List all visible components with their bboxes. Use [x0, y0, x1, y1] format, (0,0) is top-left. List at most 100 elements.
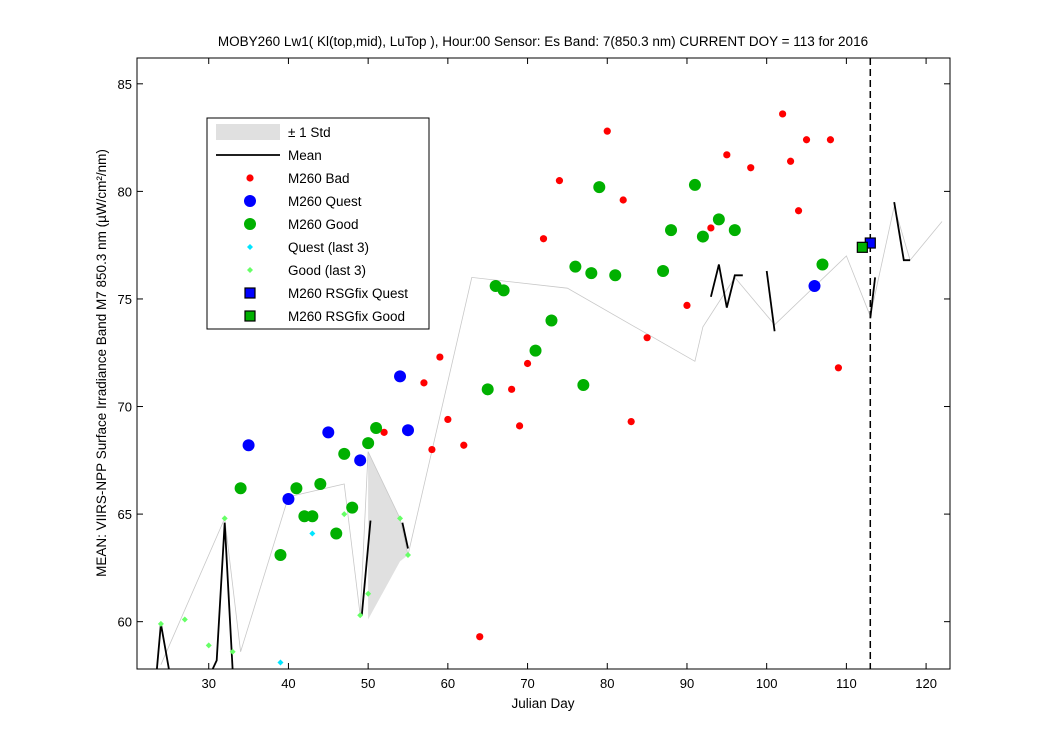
m260-bad-point: [523, 359, 532, 368]
m260-bad-point: [476, 633, 484, 641]
y-tick-label: 75: [118, 292, 132, 307]
m260-good-point: [529, 344, 542, 357]
m260-bad-point: [707, 224, 715, 232]
good-last-3-point: [397, 515, 404, 522]
y-tick-label: 65: [118, 507, 132, 522]
m260-bad-point: [508, 385, 516, 393]
legend-swatch-1-std: [216, 124, 280, 140]
m260-bad-point: [515, 422, 524, 430]
m260-good-point: [585, 267, 598, 280]
m260-good-point: [290, 482, 303, 495]
m260-good-point: [346, 501, 359, 514]
m260-good-point: [497, 284, 510, 297]
m260-quest-point: [808, 280, 821, 293]
good-last-3-point: [221, 515, 228, 522]
std-band-layer: [368, 451, 408, 620]
x-tick-label: 60: [441, 676, 455, 691]
good-last-3-point: [229, 648, 236, 655]
tick-layer: 30 40 50 60 70 80 90 100 110 120 60 65 70 75 80 85: [118, 58, 950, 691]
mean-line-segment: [360, 520, 372, 616]
legend-box: [206, 117, 430, 330]
x-tick-label: 70: [520, 676, 534, 691]
m260-bad-point: [627, 417, 635, 426]
x-tick-label: 50: [361, 676, 375, 691]
m260-good-point: [314, 477, 327, 490]
m260-good-point: [665, 224, 678, 237]
x-tick-label: 100: [756, 676, 778, 691]
m260-good-point: [330, 527, 343, 540]
m260-bad-point: [539, 235, 548, 243]
m260-good-point: [816, 258, 829, 271]
m260-good-point: [234, 482, 247, 495]
good-last-3-point: [205, 642, 212, 649]
m260-bad-point: [683, 301, 691, 310]
m260-quest-point: [394, 370, 407, 383]
legend-label-mean: Mean: [288, 148, 322, 163]
legend-swatch-m260-rsgfix-good: [244, 310, 256, 322]
y-tick-label: 80: [118, 184, 132, 199]
m260-good-point: [688, 178, 701, 191]
m260-good-point: [696, 230, 709, 243]
mean-line-segment: [893, 201, 911, 262]
thin-line-layer: [160, 206, 943, 665]
m260-quest-point: [322, 426, 335, 439]
m260-bad-point: [436, 353, 444, 361]
y-tick-label: 85: [118, 77, 132, 92]
std-band: [368, 451, 408, 620]
m260-bad-point: [779, 110, 787, 118]
m260-bad-point: [826, 136, 835, 144]
m260-bad-point: [794, 207, 803, 215]
legend-label-m260-rsgfix-quest: M260 RSGfix Quest: [288, 286, 408, 301]
y-axis-label: MEAN: VIIRS-NPP Surface Irradiance Band …: [94, 149, 109, 577]
plot-frame: [136, 57, 951, 670]
m260-good-point: [657, 264, 670, 277]
m260-good-point: [481, 383, 494, 396]
m260-good-point: [274, 548, 287, 561]
legend-label-m260-bad: M260 Bad: [288, 171, 350, 186]
m260-bad-point: [460, 441, 468, 449]
legend-swatch-m260-quest: [244, 195, 256, 207]
m260-bad-point: [723, 151, 731, 159]
legend-label-m260-rsgfix-good: M260 RSGfix Good: [288, 309, 405, 324]
m260-good-point: [577, 379, 590, 392]
m260-good-point: [545, 314, 558, 327]
m260-quest-point: [242, 439, 255, 452]
mean-line-segment: [710, 264, 743, 308]
good-last-3-point: [357, 612, 364, 619]
m260-good-point: [338, 447, 351, 460]
m260-bad-point: [643, 334, 651, 342]
good-last-3-point: [365, 590, 372, 597]
m260-good-point: [569, 260, 582, 273]
m260-bad-point: [420, 379, 428, 387]
m260-bad-point: [444, 415, 452, 424]
m260-good-point: [609, 269, 622, 282]
chart-title: MOBY260 Lw1( Kl(top,mid), LuTop ), Hour:…: [218, 34, 868, 49]
x-axis-label: Julian Day: [511, 696, 574, 711]
quest-last-3-point: [277, 659, 284, 666]
m260-bad-point: [603, 127, 611, 135]
m260-bad-point: [555, 177, 564, 185]
legend-label-quest-last-3: Quest (last 3): [288, 240, 369, 255]
m260-bad-point: [380, 428, 388, 436]
legend-swatch-good-last-3: [247, 267, 253, 273]
legend-swatch-m260-good: [244, 218, 256, 230]
mean-line-segment: [156, 623, 170, 669]
marker-layer: [157, 110, 876, 666]
m260-bad-point: [428, 445, 436, 454]
m260-good-point: [370, 422, 383, 435]
m260-bad-point: [747, 164, 755, 172]
legend-label-1-std: ± 1 Std: [288, 125, 331, 140]
m260-good-point: [712, 213, 725, 226]
x-tick-label: 80: [600, 676, 614, 691]
m260-bad-point: [834, 364, 843, 372]
mean-line-segment: [869, 277, 876, 319]
legend-swatch-m260-bad: [246, 174, 254, 182]
thin-trend-line: [160, 206, 943, 665]
good-last-3-point: [181, 616, 188, 623]
m260-bad-point: [802, 136, 811, 144]
good-last-3-point: [157, 620, 164, 627]
m260-good-point: [306, 510, 319, 523]
m260-good-point: [728, 224, 741, 237]
y-tick-label: 70: [118, 400, 132, 415]
m260-quest-point: [354, 454, 367, 467]
